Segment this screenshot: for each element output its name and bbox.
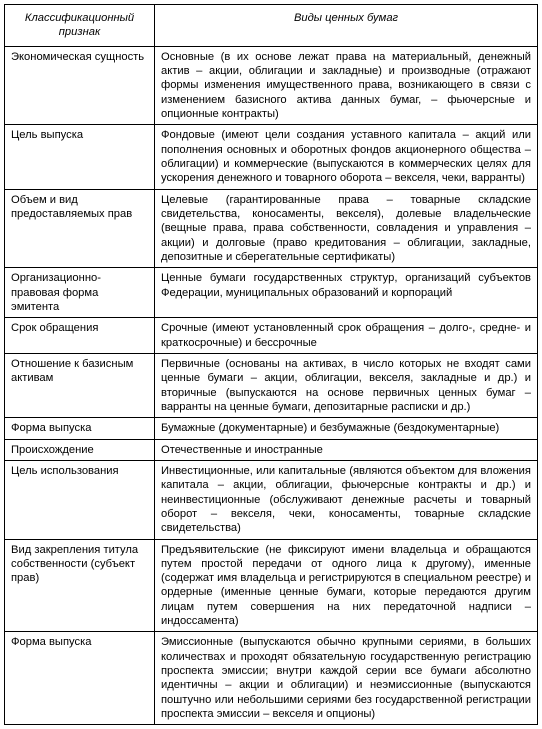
table-row: Объем и вид предоставляемых правЦелевые … — [5, 189, 538, 268]
table-row: ПроисхождениеОтечественные и иностранные — [5, 439, 538, 460]
types-cell: Целевые (гарантированные права – товарны… — [155, 189, 538, 268]
types-cell: Фондовые (имеют цели создания уставного … — [155, 125, 538, 189]
criterion-cell: Форма выпуска — [5, 418, 155, 439]
classification-table: Классификационный признак Виды ценных бу… — [4, 4, 538, 725]
table-row: Вид закрепления титула собственности (су… — [5, 539, 538, 632]
criterion-cell: Срок обращения — [5, 318, 155, 354]
table-row: Форма выпускаБумажные (документарные) и … — [5, 418, 538, 439]
table-row: Цель использованияИнвестиционные, или ка… — [5, 460, 538, 539]
types-cell: Ценные бумаги государственных структур, … — [155, 268, 538, 318]
types-cell: Срочные (имеют установленный срок обраще… — [155, 318, 538, 354]
criterion-cell: Цель использования — [5, 460, 155, 539]
criterion-cell: Экономическая сущность — [5, 46, 155, 125]
table-row: Цель выпускаФондовые (имеют цели создани… — [5, 125, 538, 189]
criterion-cell: Организационно-правовая форма эмитента — [5, 268, 155, 318]
criterion-cell: Отношение к базисным активам — [5, 353, 155, 417]
criterion-cell: Вид закрепления титула собственности (су… — [5, 539, 155, 632]
criterion-cell: Цель выпуска — [5, 125, 155, 189]
types-cell: Инвестиционные, или капитальные (являютс… — [155, 460, 538, 539]
criterion-cell: Объем и вид предоставляемых прав — [5, 189, 155, 268]
types-cell: Отечественные и иностранные — [155, 439, 538, 460]
table-row: Срок обращенияСрочные (имеют установленн… — [5, 318, 538, 354]
types-cell: Бумажные (документарные) и безбумажные (… — [155, 418, 538, 439]
table-row: Отношение к базисным активамПервичные (о… — [5, 353, 538, 417]
types-cell: Эмиссионные (выпускаются обычно крупными… — [155, 632, 538, 725]
table-row: Форма выпуска Эмиссионные (выпускаются о… — [5, 632, 538, 725]
types-cell: Первичные (основаны на активах, в число … — [155, 353, 538, 417]
table-row: Экономическая сущностьОсновные (в их осн… — [5, 46, 538, 125]
criterion-cell: Происхождение — [5, 439, 155, 460]
column-header-types: Виды ценных бумаг — [155, 5, 538, 47]
table-row: Организационно-правовая форма эмитентаЦе… — [5, 268, 538, 318]
types-cell: Основные (в их основе лежат права на мат… — [155, 46, 538, 125]
criterion-cell: Форма выпуска — [5, 632, 155, 725]
types-cell: Предъявительские (не фиксируют имени вла… — [155, 539, 538, 632]
column-header-criterion: Классификационный признак — [5, 5, 155, 47]
